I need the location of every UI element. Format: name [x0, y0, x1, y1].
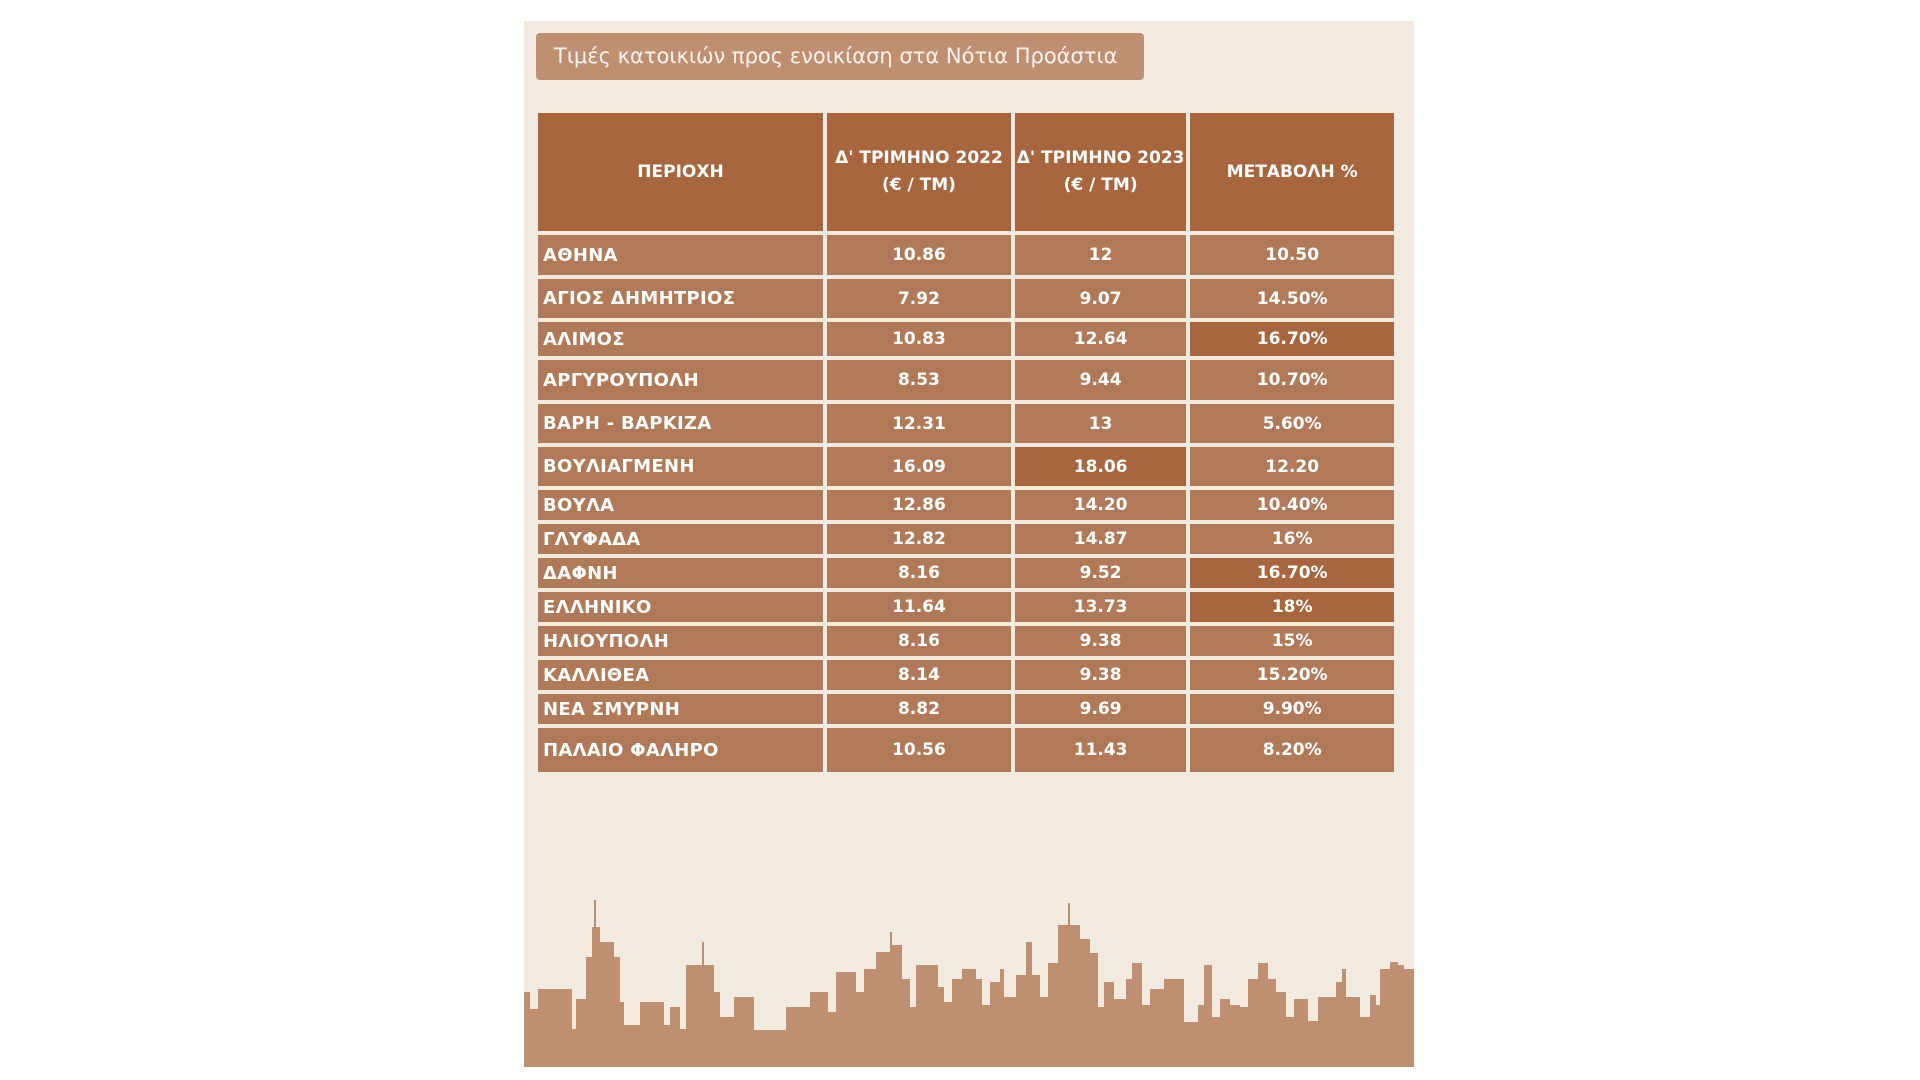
- infographic-card: Τιμές κατοικιών προς ενοικίαση στα Νότια…: [524, 21, 1414, 1067]
- region-cell: ΕΛΛΗΝΙΚΟ: [538, 592, 824, 622]
- q4-2023-cell: 9.38: [1014, 626, 1187, 656]
- table-row: ΚΑΛΛΙΘΕΑ 8.14 9.38 15.20%: [538, 660, 1394, 690]
- header-region: ΠΕΡΙΟΧΗ: [538, 113, 824, 231]
- city-skyline-illustration: [524, 900, 1414, 1067]
- region-cell: ΑΡΓΥΡΟΥΠΟΛΗ: [538, 360, 824, 400]
- q4-2022-cell: 12.82: [827, 524, 1011, 554]
- change-cell: 15%: [1190, 626, 1394, 656]
- q4-2023-cell: 14.20: [1014, 490, 1187, 520]
- table-row: ΒΟΥΛΙΑΓΜΕΝΗ 16.09 18.06 12.20: [538, 447, 1394, 486]
- change-cell: 10.70%: [1190, 360, 1394, 400]
- q4-2023-cell: 9.07: [1014, 279, 1187, 318]
- q4-2022-cell: 8.14: [827, 660, 1011, 690]
- region-cell: ΑΛΙΜΟΣ: [538, 322, 824, 356]
- q4-2023-cell: 13.73: [1014, 592, 1187, 622]
- q4-2022-cell: 12.86: [827, 490, 1011, 520]
- region-cell: ΒΑΡΗ - ΒΑΡΚΙΖΑ: [538, 404, 824, 443]
- q4-2023-cell: 14.87: [1014, 524, 1187, 554]
- change-cell: 10.50: [1190, 235, 1394, 275]
- table-row: ΕΛΛΗΝΙΚΟ 11.64 13.73 18%: [538, 592, 1394, 622]
- table-row: ΠΑΛΑΙΟ ΦΑΛΗΡΟ 10.56 11.43 8.20%: [538, 728, 1394, 772]
- region-cell: ΚΑΛΛΙΘΕΑ: [538, 660, 824, 690]
- q4-2022-cell: 11.64: [827, 592, 1011, 622]
- change-cell-highlighted: 18%: [1190, 592, 1394, 622]
- q4-2022-cell: 10.83: [827, 322, 1011, 356]
- q4-2022-cell: 8.82: [827, 694, 1011, 724]
- table-row: ΑΡΓΥΡΟΥΠΟΛΗ 8.53 9.44 10.70%: [538, 360, 1394, 400]
- page-title: Τιμές κατοικιών προς ενοικίαση στα Νότια…: [536, 33, 1144, 80]
- change-cell: 9.90%: [1190, 694, 1394, 724]
- rent-price-table: ΠΕΡΙΟΧΗ Δ' ΤΡΙΜΗΝΟ 2022 (€ / ΤΜ) Δ' ΤΡΙΜ…: [534, 109, 1398, 776]
- region-cell: ΠΑΛΑΙΟ ΦΑΛΗΡΟ: [538, 728, 824, 772]
- q4-2023-cell: 9.38: [1014, 660, 1187, 690]
- q4-2023-cell: 12.64: [1014, 322, 1187, 356]
- q4-2023-cell: 9.52: [1014, 558, 1187, 588]
- q4-2023-cell: 9.69: [1014, 694, 1187, 724]
- q4-2022-cell: 8.16: [827, 626, 1011, 656]
- change-cell: 15.20%: [1190, 660, 1394, 690]
- q4-2023-cell: 11.43: [1014, 728, 1187, 772]
- change-cell-highlighted: 16.70%: [1190, 558, 1394, 588]
- q4-2023-cell: 13: [1014, 404, 1187, 443]
- table-row: ΒΟΥΛΑ 12.86 14.20 10.40%: [538, 490, 1394, 520]
- q4-2023-cell: 9.44: [1014, 360, 1187, 400]
- table-row: ΓΛΥΦΑΔΑ 12.82 14.87 16%: [538, 524, 1394, 554]
- table-row: ΑΘΗΝΑ 10.86 12 10.50: [538, 235, 1394, 275]
- table-row: ΔΑΦΝΗ 8.16 9.52 16.70%: [538, 558, 1394, 588]
- change-cell: 8.20%: [1190, 728, 1394, 772]
- table-row: ΑΓΙΟΣ ΔΗΜΗΤΡΙΟΣ 7.92 9.07 14.50%: [538, 279, 1394, 318]
- header-change: ΜΕΤΑΒΟΛΗ %: [1190, 113, 1394, 231]
- change-cell: 12.20: [1190, 447, 1394, 486]
- change-cell: 10.40%: [1190, 490, 1394, 520]
- region-cell: ΑΘΗΝΑ: [538, 235, 824, 275]
- region-cell: ΑΓΙΟΣ ΔΗΜΗΤΡΙΟΣ: [538, 279, 824, 318]
- change-cell: 16%: [1190, 524, 1394, 554]
- region-cell: ΝΕΑ ΣΜΥΡΝΗ: [538, 694, 824, 724]
- table-header-row: ΠΕΡΙΟΧΗ Δ' ΤΡΙΜΗΝΟ 2022 (€ / ΤΜ) Δ' ΤΡΙΜ…: [538, 113, 1394, 231]
- region-cell: ΒΟΥΛΑ: [538, 490, 824, 520]
- region-cell: ΓΛΥΦΑΔΑ: [538, 524, 824, 554]
- region-cell: ΗΛΙΟΥΠΟΛΗ: [538, 626, 824, 656]
- change-cell: 5.60%: [1190, 404, 1394, 443]
- q4-2022-cell: 10.86: [827, 235, 1011, 275]
- table-row: ΗΛΙΟΥΠΟΛΗ 8.16 9.38 15%: [538, 626, 1394, 656]
- table-row: ΒΑΡΗ - ΒΑΡΚΙΖΑ 12.31 13 5.60%: [538, 404, 1394, 443]
- q4-2023-cell: 12: [1014, 235, 1187, 275]
- table-row: ΑΛΙΜΟΣ 10.83 12.64 16.70%: [538, 322, 1394, 356]
- table-row: ΝΕΑ ΣΜΥΡΝΗ 8.82 9.69 9.90%: [538, 694, 1394, 724]
- q4-2022-cell: 10.56: [827, 728, 1011, 772]
- region-cell: ΒΟΥΛΙΑΓΜΕΝΗ: [538, 447, 824, 486]
- q4-2022-cell: 8.53: [827, 360, 1011, 400]
- header-q4-2022: Δ' ΤΡΙΜΗΝΟ 2022 (€ / ΤΜ): [827, 113, 1011, 231]
- q4-2022-cell: 16.09: [827, 447, 1011, 486]
- region-cell: ΔΑΦΝΗ: [538, 558, 824, 588]
- q4-2022-cell: 7.92: [827, 279, 1011, 318]
- q4-2022-cell: 8.16: [827, 558, 1011, 588]
- change-cell-highlighted: 16.70%: [1190, 322, 1394, 356]
- change-cell: 14.50%: [1190, 279, 1394, 318]
- header-q4-2023: Δ' ΤΡΙΜΗΝΟ 2023 (€ / ΤΜ): [1014, 113, 1187, 231]
- q4-2022-cell: 12.31: [827, 404, 1011, 443]
- q4-2023-cell-highlighted: 18.06: [1014, 447, 1187, 486]
